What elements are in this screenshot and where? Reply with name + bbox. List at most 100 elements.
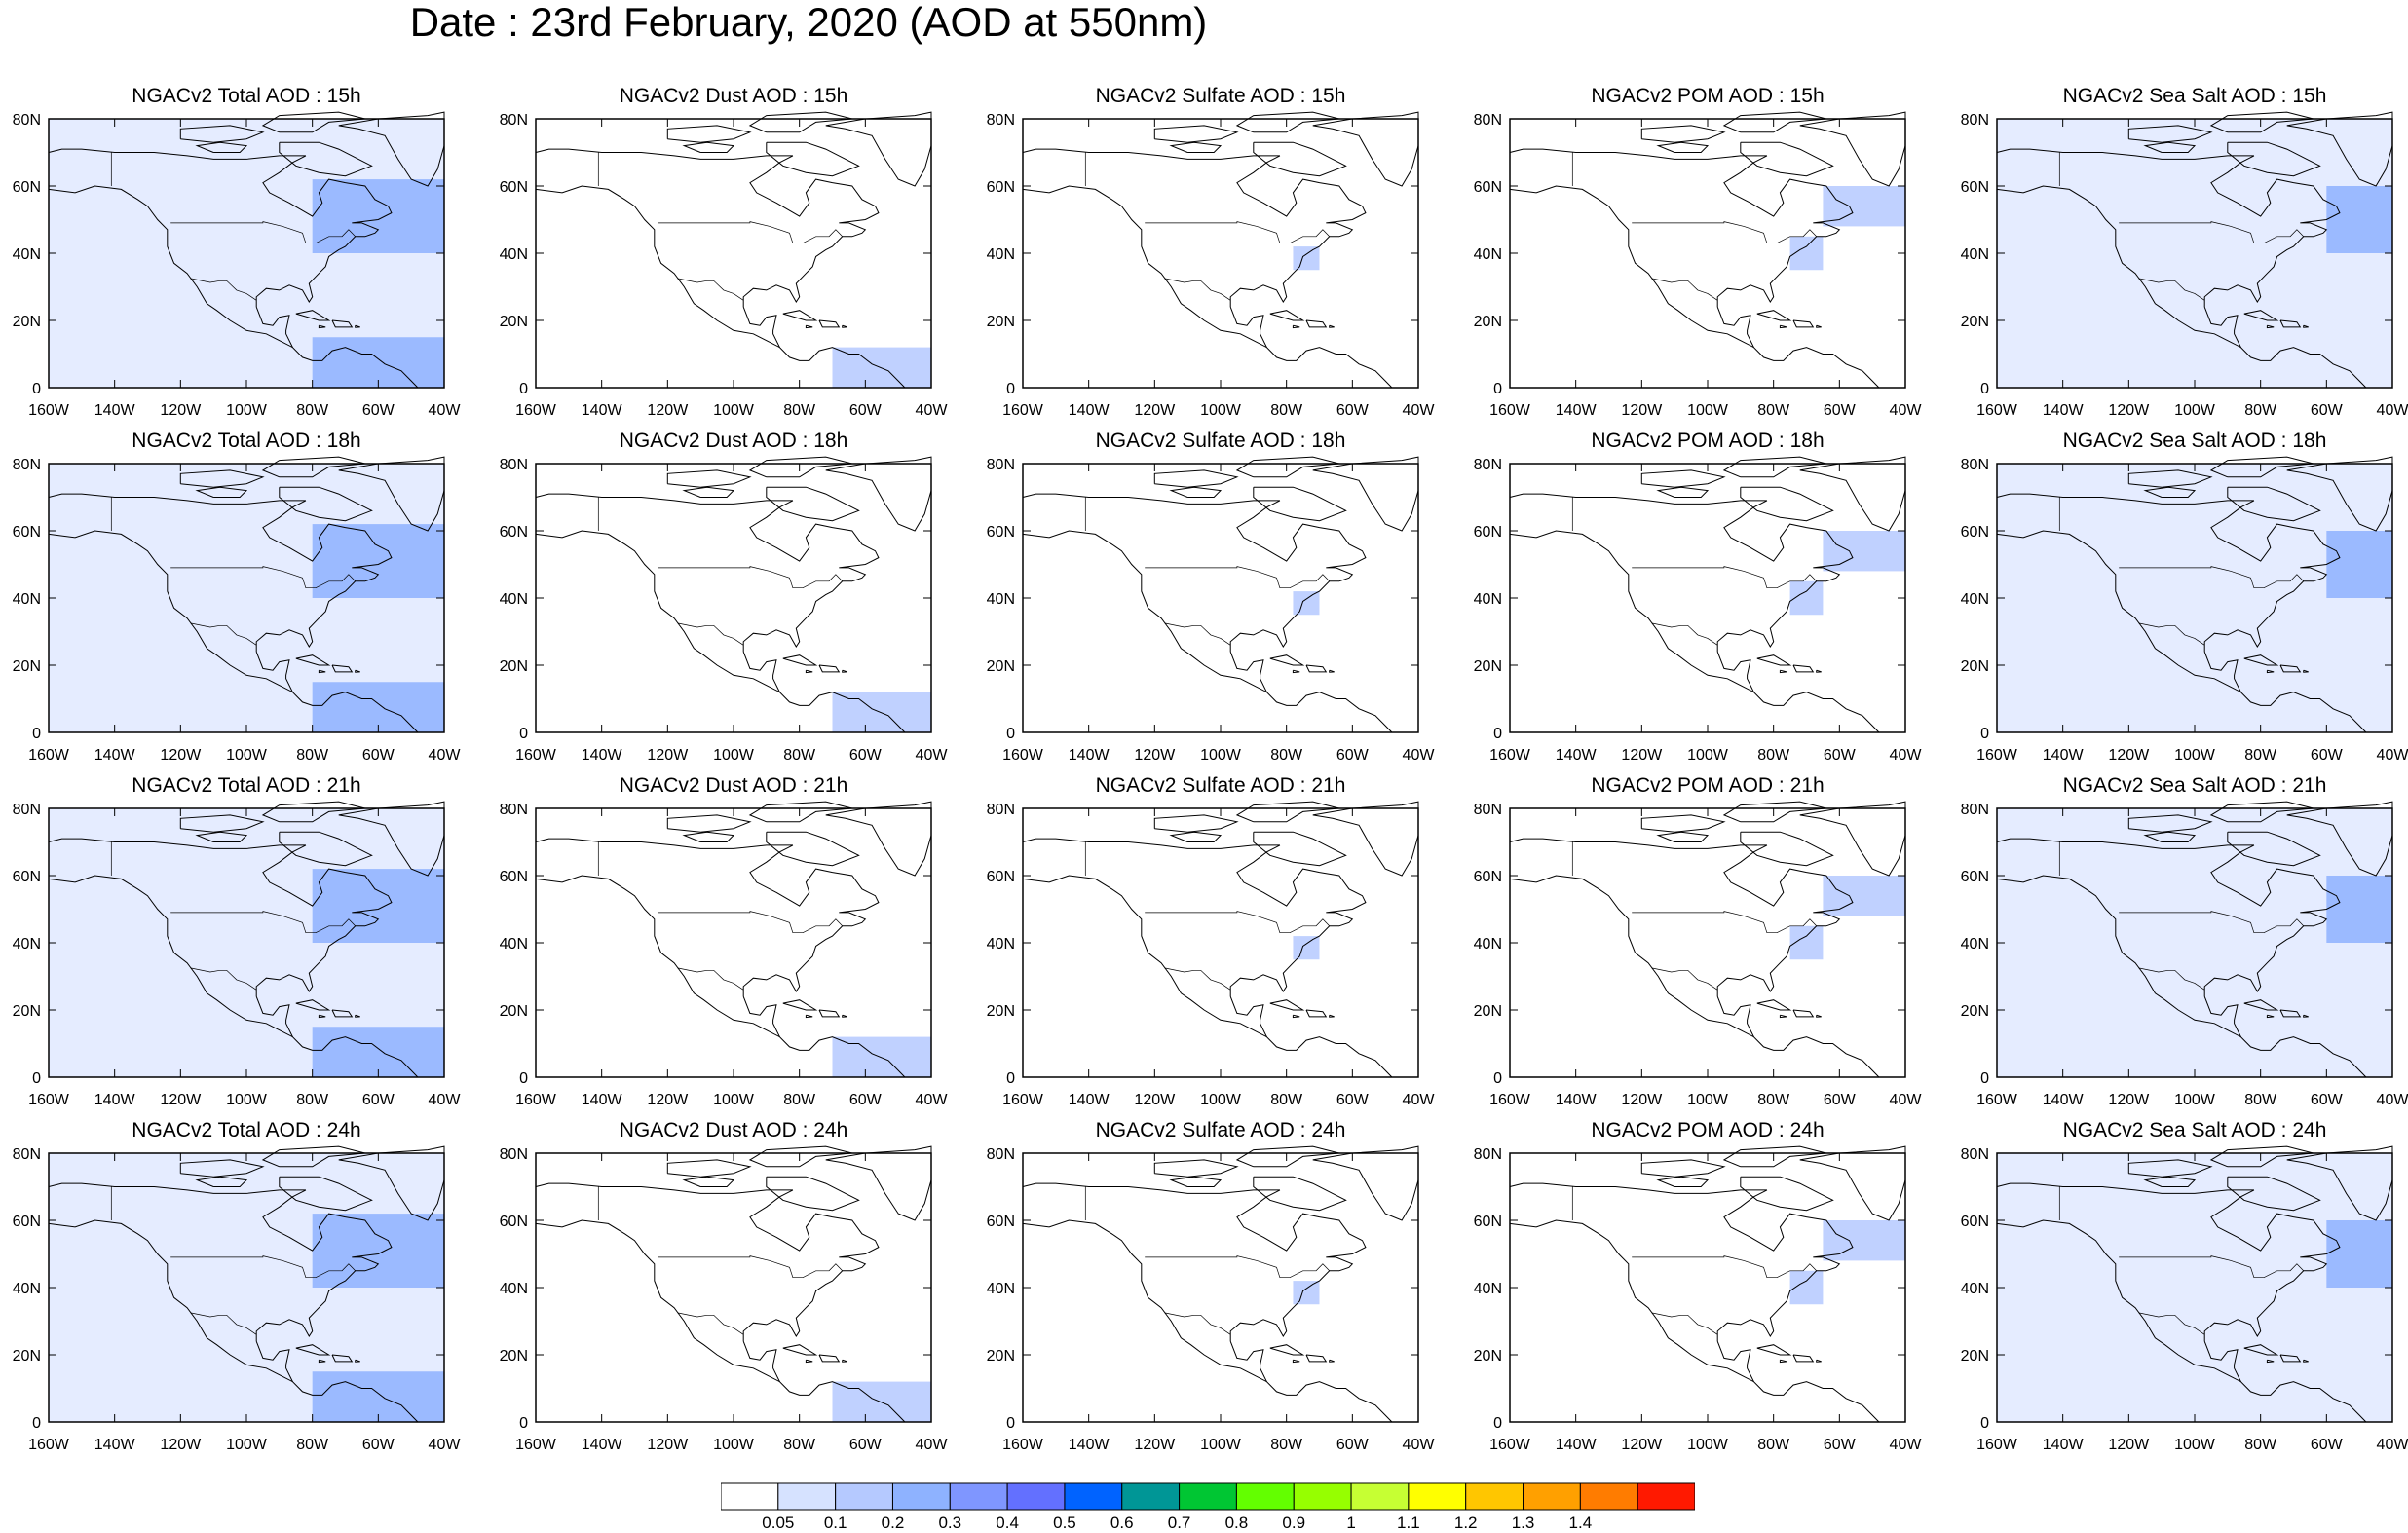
aod-region [312, 524, 444, 598]
map-plot: 160W 140W 120W 100W 80W 60W 40W 0 20N 40N 60N 80N [13, 801, 461, 1108]
aod-region [2326, 876, 2392, 943]
x-tick-label: 60W [1824, 402, 1857, 419]
y-tick-label: 0 [1006, 1070, 1015, 1087]
x-tick-label: 80W [1757, 747, 1790, 764]
x-tick-label: 40W [1890, 747, 1923, 764]
country-borders [2058, 497, 2304, 646]
x-tick-label: 100W [2174, 747, 2216, 764]
y-tick-label: 80N [1961, 802, 1989, 818]
coastline [1996, 801, 2393, 1078]
country-borders [110, 497, 356, 646]
x-tick-label: 60W [849, 1092, 883, 1108]
map-plot: 160W 140W 120W 100W 80W 60W 40W 0 20N 40N 60N 80N [13, 456, 461, 764]
x-tick-label: 140W [94, 747, 136, 764]
x-tick-label: 60W [2311, 1437, 2344, 1453]
y-tick-label: 20N [13, 314, 41, 330]
x-tick-label: 120W [1621, 1437, 1663, 1453]
panel-sea-salt-21h: NGACv2 Sea Salt AOD : 21h 160W 140W 120W 100… [1961, 774, 2408, 1108]
x-tick-label: 160W [515, 402, 557, 419]
panel-dust-21h: NGACv2 Dust AOD : 21h 160W 140W 120W 100W 80W… [500, 774, 949, 1108]
x-tick-label: 120W [647, 747, 689, 764]
x-tick-label: 80W [2244, 747, 2277, 764]
coastline [48, 801, 445, 1078]
x-tick-label: 100W [1687, 747, 1729, 764]
x-tick-label: 60W [1336, 747, 1370, 764]
y-tick-label: 80N [1961, 1146, 1989, 1163]
x-tick-label: 40W [2377, 1092, 2408, 1108]
colorbar-swatch [1006, 1482, 1066, 1511]
y-tick-label: 60N [500, 179, 528, 196]
x-tick-label: 40W [2377, 402, 2408, 419]
colorbar-label: 0.8 [1224, 1514, 1249, 1532]
colorbar-label: 1.3 [1511, 1514, 1535, 1532]
x-tick-label: 120W [1621, 1092, 1663, 1108]
colorbar-swatch [1179, 1482, 1237, 1511]
y-tick-label: 20N [987, 1348, 1015, 1365]
x-tick-label: 120W [2108, 1092, 2150, 1108]
panel-sea-salt-18h: NGACv2 Sea Salt AOD : 18h 160W 140W 120W 100… [1961, 430, 2408, 764]
x-tick-label: 40W [1403, 747, 1436, 764]
coastline [1509, 111, 1906, 389]
map-plot: 160W 140W 120W 100W 80W 60W 40W 0 20N 40N 60N 80N [500, 111, 949, 419]
y-tick-label: 0 [1493, 726, 1502, 742]
x-tick-label: 140W [1069, 1437, 1110, 1453]
coastline [1022, 456, 1419, 733]
panel-pom-15h: NGACv2 POM AOD : 15h 160W 140W 120W 100W 80W 6… [1474, 85, 1923, 419]
panel-sea-salt-24h: NGACv2 Sea Salt AOD : 24h 160W 140W 120W 100… [1961, 1119, 2408, 1453]
y-tick-label: 20N [987, 1003, 1015, 1020]
colorbar-swatch [1350, 1482, 1410, 1511]
aod-region [2326, 531, 2392, 598]
x-tick-label: 120W [1134, 402, 1176, 419]
x-tick-label: 160W [28, 1092, 70, 1108]
colorbar-swatch [721, 1482, 779, 1511]
y-tick-label: 20N [1961, 1348, 1989, 1365]
x-tick-label: 100W [226, 1092, 268, 1108]
x-tick-label: 140W [1556, 1092, 1598, 1108]
aod-region [1293, 1281, 1320, 1305]
x-tick-label: 80W [2244, 1092, 2277, 1108]
panel-sulfate-24h: NGACv2 Sulfate AOD : 24h 160W 140W 120W 100W… [987, 1119, 1436, 1453]
x-tick-label: 60W [1336, 402, 1370, 419]
panel-dust-24h: NGACv2 Dust AOD : 24h 160W 140W 120W 100W 80W… [500, 1119, 949, 1453]
y-tick-label: 0 [1980, 1415, 1989, 1432]
x-tick-label: 60W [849, 1437, 883, 1453]
panel-title: NGACv2 Total AOD : 21h [132, 774, 361, 797]
y-tick-label: 60N [500, 1214, 528, 1230]
colorbar-label: 0.05 [762, 1514, 795, 1532]
x-tick-label: 100W [2174, 402, 2216, 419]
x-tick-label: 40W [429, 1437, 462, 1453]
colorbar-swatch [1579, 1482, 1638, 1511]
x-tick-label: 160W [515, 1092, 557, 1108]
x-tick-label: 100W [226, 402, 268, 419]
map-plot: 160W 140W 120W 100W 80W 60W 40W 0 20N 40N 60N 80N [1474, 801, 1922, 1108]
coastline [535, 456, 932, 733]
colorbar-swatch [1235, 1482, 1295, 1511]
x-tick-label: 100W [2174, 1092, 2216, 1108]
country-borders [2058, 841, 2304, 991]
coastline [1509, 456, 1906, 733]
y-tick-label: 40N [1961, 1281, 1989, 1297]
panel-title: NGACv2 POM AOD : 24h [1591, 1119, 1825, 1141]
x-tick-label: 160W [1489, 1437, 1531, 1453]
x-tick-label: 40W [916, 402, 949, 419]
y-tick-label: 0 [32, 381, 41, 397]
x-tick-label: 40W [1403, 1437, 1436, 1453]
x-tick-label: 160W [28, 747, 70, 764]
aod-region [2326, 1220, 2392, 1288]
panel-title: NGACv2 Sea Salt AOD : 15h [2062, 85, 2327, 107]
colorbar-swatch [1465, 1482, 1524, 1511]
x-tick-label: 40W [2377, 1437, 2408, 1453]
aod-region [312, 337, 444, 388]
x-tick-label: 140W [2043, 1092, 2085, 1108]
y-tick-label: 80N [500, 112, 528, 129]
y-tick-label: 60N [500, 524, 528, 541]
y-tick-label: 0 [1006, 1415, 1015, 1432]
panel-title: NGACv2 Total AOD : 15h [132, 85, 361, 107]
x-tick-label: 80W [1270, 402, 1303, 419]
aod-region [312, 682, 444, 732]
aod-shading [1293, 1281, 1320, 1305]
y-tick-label: 80N [987, 802, 1015, 818]
y-tick-label: 60N [13, 179, 41, 196]
panel-pom-24h: NGACv2 POM AOD : 24h 160W 140W 120W 100W 80W 6… [1474, 1119, 1923, 1453]
